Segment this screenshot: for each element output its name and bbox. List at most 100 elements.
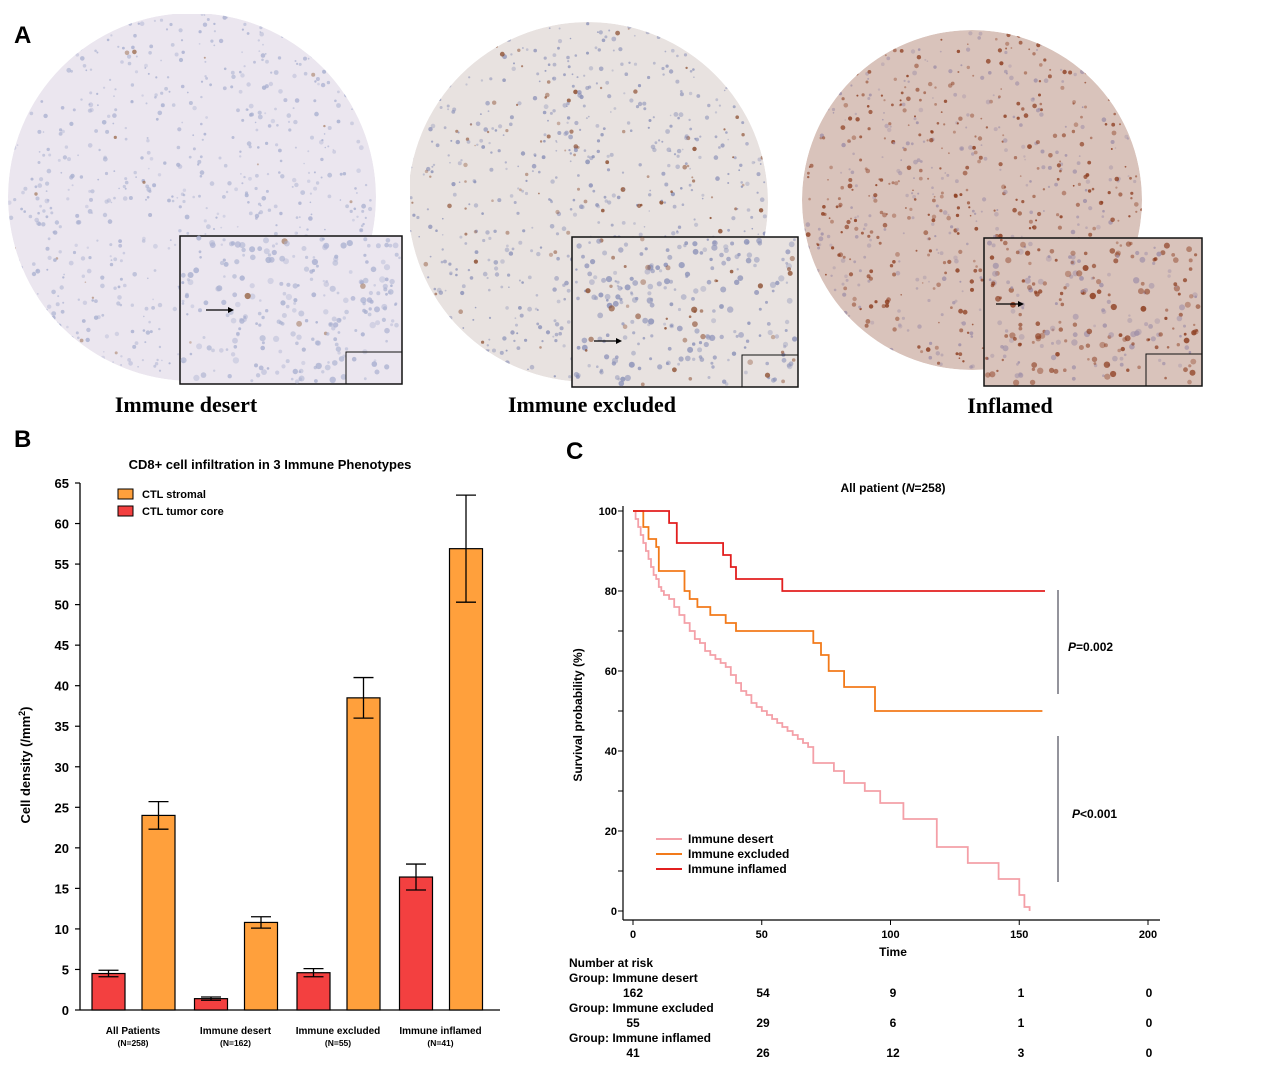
nucleus bbox=[127, 54, 132, 59]
nucleus bbox=[948, 69, 953, 74]
nucleus bbox=[805, 53, 810, 58]
nucleus bbox=[830, 274, 833, 277]
nucleus bbox=[153, 364, 157, 368]
nucleus bbox=[1110, 140, 1115, 144]
nucleus bbox=[40, 59, 43, 62]
nucleus bbox=[733, 89, 737, 93]
stained-cell bbox=[623, 265, 627, 268]
nucleus bbox=[701, 193, 705, 197]
nucleus bbox=[926, 60, 929, 62]
nucleus bbox=[356, 84, 362, 90]
nucleus bbox=[363, 377, 367, 381]
nucleus bbox=[473, 180, 477, 184]
nucleus bbox=[1101, 308, 1105, 312]
nucleus bbox=[122, 196, 128, 201]
nucleus bbox=[336, 103, 341, 108]
nucleus bbox=[157, 302, 163, 308]
stained-cell bbox=[868, 194, 871, 197]
nucleus bbox=[241, 118, 245, 122]
nucleus bbox=[500, 259, 505, 264]
stained-cell bbox=[837, 197, 841, 201]
nucleus bbox=[482, 271, 488, 277]
nucleus bbox=[479, 138, 484, 143]
stained-cell bbox=[1035, 140, 1040, 145]
nucleus bbox=[572, 198, 576, 202]
nucleus bbox=[543, 133, 547, 137]
nucleus bbox=[371, 361, 378, 367]
stained-cell bbox=[947, 259, 952, 264]
stained-cell bbox=[434, 292, 438, 296]
nucleus bbox=[133, 170, 137, 175]
nucleus bbox=[8, 112, 11, 115]
nucleus bbox=[664, 182, 669, 187]
nucleus bbox=[327, 361, 330, 364]
stained-cell bbox=[958, 352, 963, 356]
nucleus bbox=[192, 105, 197, 111]
nucleus bbox=[564, 280, 569, 286]
nucleus bbox=[1179, 304, 1185, 311]
stained-cell bbox=[1160, 250, 1166, 256]
stained-cell bbox=[1110, 303, 1117, 311]
nucleus bbox=[749, 31, 754, 36]
stained-cell bbox=[464, 207, 467, 210]
nucleus bbox=[1072, 313, 1079, 320]
nucleus bbox=[416, 355, 421, 361]
nucleus bbox=[807, 335, 810, 338]
stained-cell bbox=[1130, 191, 1134, 195]
nucleus bbox=[944, 172, 947, 174]
nucleus bbox=[273, 70, 279, 75]
nucleus bbox=[234, 187, 239, 192]
nucleus bbox=[23, 351, 27, 356]
stained-cell bbox=[841, 97, 845, 101]
nucleus bbox=[287, 120, 291, 123]
nucleus bbox=[11, 130, 14, 132]
nucleus bbox=[8, 74, 12, 78]
nucleus bbox=[1055, 150, 1059, 155]
stained-cell bbox=[904, 207, 907, 209]
stained-cell bbox=[759, 57, 762, 61]
nucleus bbox=[917, 192, 920, 195]
nucleus bbox=[684, 135, 689, 141]
nucleus bbox=[40, 100, 44, 103]
nucleus bbox=[1153, 246, 1156, 249]
nucleus bbox=[62, 155, 67, 160]
nucleus bbox=[53, 335, 58, 339]
nucleus bbox=[273, 335, 280, 342]
nucleus bbox=[46, 168, 52, 174]
nucleus bbox=[767, 329, 773, 336]
stained-cell bbox=[943, 123, 946, 126]
tma-immune-desert-image bbox=[8, 14, 403, 385]
stained-cell bbox=[718, 228, 723, 234]
nucleus bbox=[823, 42, 827, 46]
nucleus bbox=[163, 161, 167, 165]
stained-cell bbox=[573, 89, 578, 95]
nucleus bbox=[518, 306, 522, 310]
nucleus bbox=[722, 29, 726, 33]
nucleus bbox=[218, 156, 222, 160]
nucleus bbox=[188, 155, 192, 159]
nucleus bbox=[16, 144, 19, 147]
nucleus bbox=[283, 258, 289, 265]
stained-cell bbox=[1093, 60, 1096, 63]
nucleus bbox=[715, 98, 719, 102]
stained-cell bbox=[1131, 101, 1134, 104]
nucleus bbox=[552, 62, 557, 67]
nucleus bbox=[225, 313, 230, 318]
nucleus bbox=[751, 52, 756, 56]
nucleus bbox=[674, 25, 680, 30]
nucleus bbox=[881, 62, 885, 66]
nucleus bbox=[928, 280, 930, 283]
nucleus bbox=[140, 156, 144, 160]
nucleus bbox=[715, 176, 720, 181]
nucleus bbox=[568, 149, 571, 152]
nucleus bbox=[239, 318, 245, 324]
stained-cell bbox=[499, 51, 505, 57]
stained-cell bbox=[1033, 290, 1038, 294]
stained-cell bbox=[1089, 292, 1096, 300]
stained-cell bbox=[853, 218, 858, 223]
nucleus bbox=[411, 372, 415, 376]
nucleus bbox=[388, 243, 393, 248]
nucleus bbox=[90, 189, 95, 194]
nucleus bbox=[505, 349, 508, 352]
stained-cell bbox=[1183, 337, 1190, 344]
